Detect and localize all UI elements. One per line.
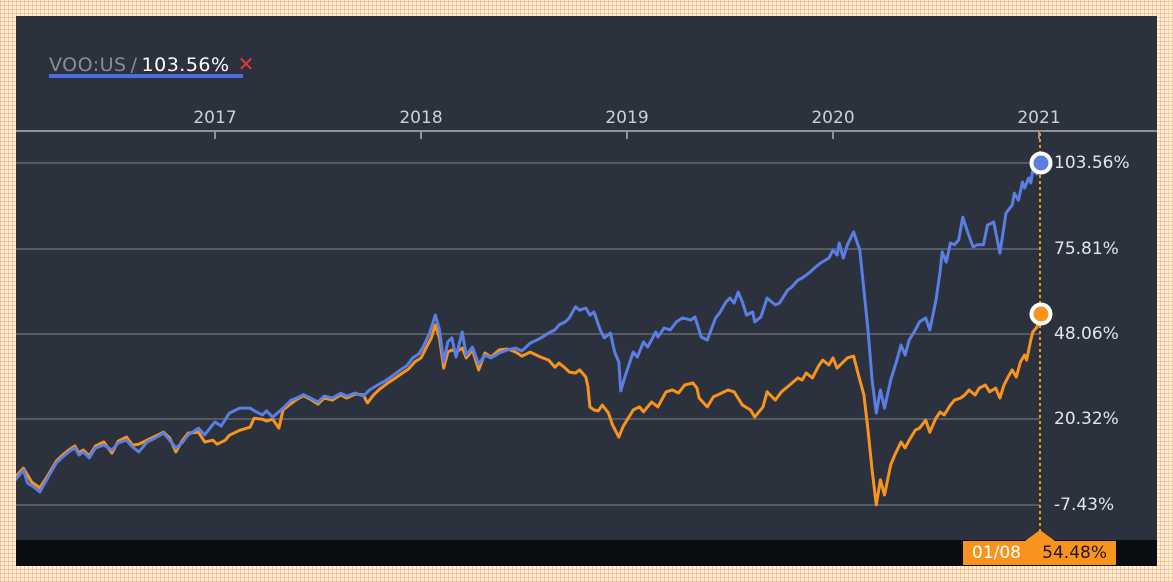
gridline	[16, 418, 1040, 421]
chart-panel: VOO:US/103.56% ✕ 2017 2018 2019 2020 2021 103…	[16, 16, 1157, 566]
gridline	[16, 247, 1040, 250]
x-axis-year-label: 2017	[193, 108, 237, 128]
y-axis-percent-label: 48.06%	[1054, 324, 1119, 344]
plot-area[interactable]	[16, 16, 1157, 566]
gridline	[16, 333, 1040, 335]
x-axis-line	[16, 130, 1157, 132]
gridline	[16, 162, 1040, 164]
date-badge-arrow	[1025, 530, 1055, 541]
x-axis-tick	[420, 132, 422, 139]
x-axis-year-label: 2018	[399, 108, 443, 128]
y-axis-percent-label: 103.56%	[1054, 153, 1130, 173]
badge-value: 54.48%	[1042, 543, 1107, 563]
blue-series-end-marker	[1029, 151, 1053, 175]
orange-series-end-marker	[1029, 302, 1053, 326]
date-badge: 01/08 54.48%	[963, 541, 1116, 565]
comparison-line	[16, 312, 1043, 507]
series-separator: /	[130, 54, 138, 76]
series-tab-underline	[49, 74, 243, 78]
series-value: 103.56%	[141, 54, 230, 76]
gridline	[16, 503, 1040, 506]
series-tab[interactable]: VOO:US/103.56% ✕	[49, 52, 255, 76]
y-axis-percent-label: -7.43%	[1054, 494, 1115, 515]
close-icon[interactable]: ✕	[237, 52, 255, 76]
y-axis-percent-label: 20.32%	[1054, 409, 1119, 430]
crosshair-dotted-line	[1039, 133, 1041, 532]
badge-date: 01/08	[972, 543, 1021, 563]
x-axis-tick	[214, 132, 216, 139]
VOO:US-line	[16, 161, 1043, 494]
x-axis-tick	[832, 132, 834, 139]
series-symbol: VOO:US	[49, 54, 127, 76]
x-axis-year-label: 2019	[605, 108, 649, 128]
x-axis-year-label: 2021	[1017, 108, 1061, 128]
y-axis-percent-label: 75.81%	[1054, 238, 1119, 259]
x-axis-tick	[626, 132, 628, 139]
x-axis-year-label: 2020	[811, 108, 855, 128]
